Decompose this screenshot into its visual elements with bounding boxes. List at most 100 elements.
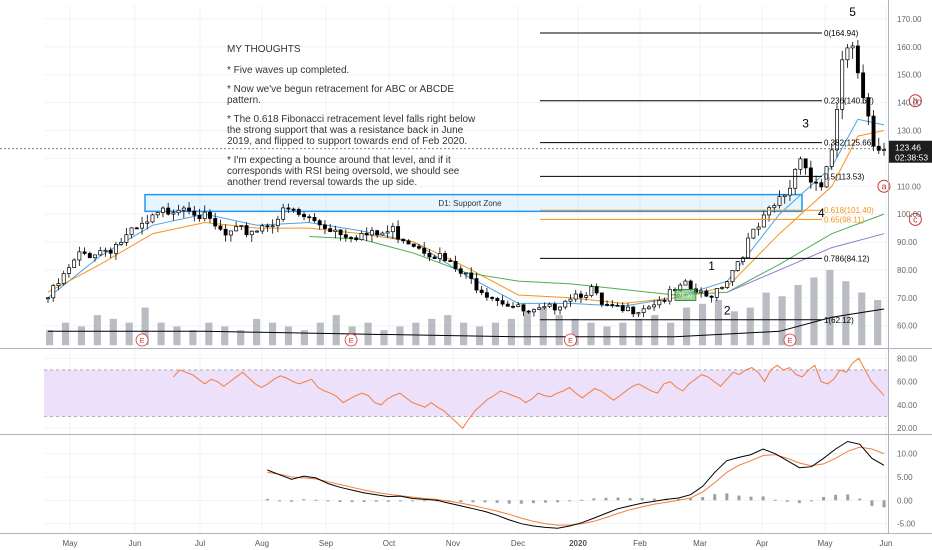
volume-bar [667, 322, 675, 346]
fib-level-label: 0.5(113.53) [824, 172, 865, 181]
fib-level-label: 0(164.94) [824, 29, 859, 38]
macd-histogram-bar [858, 498, 862, 501]
candle-body [761, 214, 766, 228]
volume-bar [125, 322, 133, 346]
candle-body [422, 247, 427, 254]
macd-histogram-bar [822, 496, 826, 501]
candle-body [286, 207, 291, 210]
macd-histogram-bar [278, 500, 282, 502]
macd-histogram-bar [870, 500, 874, 506]
macd-histogram-bar [580, 499, 584, 501]
candle-body [584, 295, 589, 298]
x-tick-label: May [62, 539, 77, 548]
macd-histogram-bar [701, 496, 705, 501]
candle-body [354, 237, 359, 241]
candle-body [260, 225, 265, 232]
x-tick-label: Oct [383, 539, 396, 548]
price-tick-label: 160.00 [897, 43, 922, 52]
macd-histogram-bar [652, 498, 656, 501]
candle-body [505, 303, 510, 307]
candle-body [699, 290, 704, 293]
candle-body [197, 214, 202, 220]
volume-bar [746, 307, 754, 346]
macd-histogram-bar [483, 500, 487, 503]
wave-label: 3 [802, 117, 809, 131]
candle-body [735, 261, 740, 271]
earnings-label: E [349, 338, 354, 345]
volume-bar [778, 296, 786, 346]
wave-label: 2 [724, 304, 731, 318]
candle-body [406, 240, 411, 245]
candle-body [411, 243, 416, 247]
candle-body [364, 233, 369, 236]
candle-body [46, 297, 50, 300]
price-tick-label: 170.00 [897, 15, 922, 24]
macd-histogram-bar [411, 500, 415, 502]
volume-bar [412, 322, 420, 346]
volume-bar [635, 318, 643, 346]
volume-bar [316, 322, 324, 346]
fib-level-label: 0.65(98.11) [824, 215, 865, 224]
volume-bar [619, 322, 627, 346]
rsi-panel[interactable] [44, 357, 888, 429]
macd-histogram-bar [773, 499, 777, 501]
macd-histogram-bar [531, 500, 535, 504]
macd-histogram-bar [809, 500, 813, 502]
candle-body [103, 249, 108, 252]
volume-bar [396, 326, 404, 346]
candle-body [767, 207, 772, 216]
candle-body [626, 306, 630, 312]
candle-body [646, 306, 651, 310]
candle-body [328, 228, 333, 232]
fib-level-label: 0.382(125.66) [824, 139, 874, 148]
candle-body [56, 283, 61, 286]
volume-bar [444, 315, 452, 346]
candle-body [558, 306, 563, 311]
candle-body [490, 296, 495, 299]
candle-body [808, 167, 813, 183]
candle-body [704, 290, 709, 297]
volume-bar [730, 311, 738, 346]
macd-panel[interactable] [265, 440, 886, 529]
rsi-tick-label: 40.00 [897, 401, 918, 410]
candle-body [772, 205, 777, 209]
price-panel[interactable]: D1: Support Zone 0(164.94) 0.236(140.67) 0.… [0, 5, 922, 347]
candle-body [108, 249, 113, 254]
candle-body [631, 306, 636, 315]
candle-body [343, 234, 348, 238]
green-highlight-label: 78.00 [679, 294, 693, 300]
macd-histogram-bar [302, 499, 306, 501]
volume-bar [714, 300, 722, 346]
candle-body [484, 292, 489, 298]
candle-body [401, 238, 406, 242]
candle-body [448, 260, 453, 262]
candle-body [714, 288, 719, 298]
earnings-marker [783, 333, 797, 347]
candle-body [861, 72, 866, 98]
macd-histogram-bar [544, 500, 548, 503]
candle-body [688, 280, 693, 290]
candle-body [636, 312, 641, 315]
volume-bar [268, 322, 277, 346]
macd-histogram-bar [386, 500, 390, 502]
candle-body [98, 250, 103, 256]
earnings-label: E [788, 338, 793, 345]
candle-body [751, 228, 756, 239]
candle-body [66, 267, 71, 274]
wave-label: 1 [708, 259, 715, 273]
candle-body [249, 230, 254, 236]
candle-body [568, 298, 573, 302]
macd-histogram-bar [459, 500, 463, 503]
candle-body [93, 254, 97, 259]
fib-level-label: 1(62.12) [824, 316, 854, 325]
volume-bar [46, 330, 54, 346]
candle-body [302, 214, 306, 218]
earnings-label: E [568, 338, 573, 345]
candle-body [803, 158, 808, 169]
candle-body [657, 299, 662, 306]
candle-body [119, 242, 124, 245]
volume-bar [810, 277, 818, 346]
note-line: * Five waves up completed. [227, 65, 350, 76]
candle-body [521, 304, 526, 312]
